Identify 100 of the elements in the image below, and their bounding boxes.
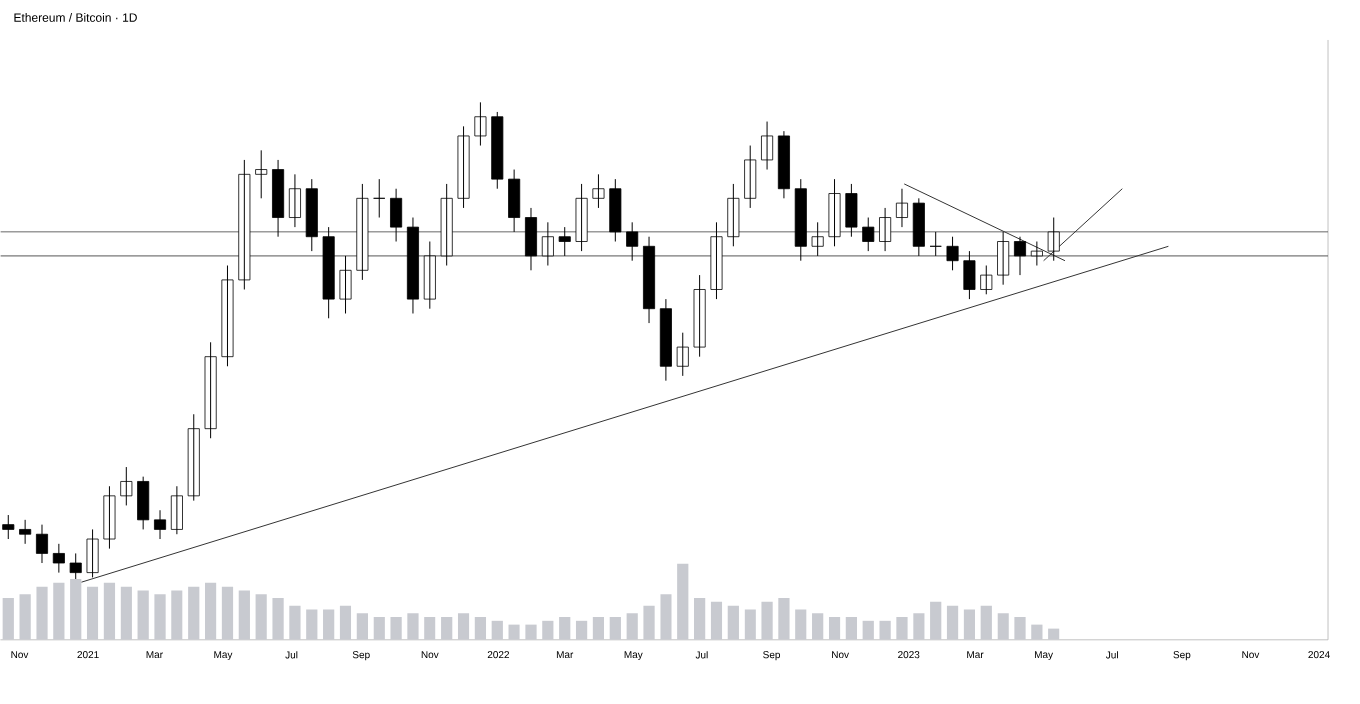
bar (963, 609, 976, 640)
bar (795, 609, 807, 640)
bar (559, 617, 571, 640)
bar (137, 590, 149, 640)
candlestick (474, 101, 487, 147)
candlestick (86, 529, 99, 579)
bar (356, 613, 368, 640)
bar (896, 617, 908, 640)
candlestick (862, 217, 875, 252)
bar (36, 586, 48, 640)
bar (86, 586, 99, 640)
candlestick (491, 111, 504, 190)
bar (980, 605, 992, 640)
bar (879, 620, 891, 640)
candlestick (676, 332, 689, 377)
candlestick (626, 221, 639, 262)
candlestick (322, 226, 335, 319)
candlestick (744, 145, 757, 209)
candlestick (238, 159, 251, 291)
candlestick (693, 274, 706, 358)
bar (390, 617, 402, 640)
bar (441, 617, 453, 640)
bar (289, 605, 301, 640)
bar (2, 598, 14, 640)
candlestick (845, 183, 858, 238)
bar (812, 613, 824, 640)
candlestick (103, 485, 116, 550)
candlestick (912, 197, 925, 257)
bar (828, 617, 841, 640)
bar (946, 605, 959, 640)
bar (339, 605, 352, 640)
candlestick (929, 231, 942, 257)
bar (997, 613, 1009, 640)
candlestick (946, 236, 959, 271)
bar (727, 605, 739, 640)
candlestick (137, 476, 150, 531)
bar (171, 590, 183, 640)
bar (677, 563, 689, 640)
bar (474, 617, 487, 640)
bar (930, 601, 942, 640)
candlestick (609, 178, 622, 243)
candlestick (221, 265, 234, 367)
bar (306, 609, 318, 640)
bar (1031, 624, 1043, 640)
candlestick (710, 221, 723, 300)
candlestick (794, 178, 807, 262)
bar (710, 601, 723, 640)
bar (744, 609, 756, 640)
bar (761, 601, 773, 640)
candlestick (120, 466, 133, 507)
candlestick (828, 178, 841, 247)
candlestick (305, 178, 318, 252)
bar (862, 620, 874, 640)
bar (643, 605, 655, 640)
bar (491, 620, 503, 640)
bar (373, 617, 385, 640)
bar (19, 594, 31, 640)
candlestick (356, 183, 369, 281)
bar (592, 617, 605, 640)
candlestick (2, 514, 15, 540)
candlestick (592, 173, 605, 209)
bar (457, 613, 470, 640)
bar (575, 620, 588, 640)
bar (694, 598, 706, 640)
bar (845, 617, 857, 640)
bar (609, 617, 621, 640)
bar (323, 609, 335, 640)
bar (525, 624, 537, 640)
candlestick (457, 125, 470, 209)
bar (1014, 617, 1026, 640)
candlestick (19, 519, 32, 545)
candlestick (1030, 241, 1043, 267)
bar (626, 613, 638, 640)
bar (188, 586, 200, 640)
bar (272, 598, 284, 640)
bar (407, 613, 419, 640)
candlestick (373, 178, 386, 219)
candlestick (339, 255, 352, 315)
candlestick (204, 341, 217, 439)
candlestick (727, 183, 740, 247)
bar (70, 579, 82, 640)
candlestick (811, 221, 824, 257)
candlestick (575, 183, 588, 252)
candlestick (423, 241, 436, 310)
candlestick (187, 413, 200, 502)
candlestick (255, 149, 268, 199)
bar (120, 586, 132, 640)
bar (103, 582, 116, 640)
bar (238, 590, 250, 640)
bar (154, 594, 166, 640)
candlestick (440, 183, 453, 267)
candlestick (963, 250, 976, 300)
bar (221, 586, 234, 640)
candlestick (558, 226, 571, 257)
bar (424, 617, 436, 640)
bar (542, 620, 554, 640)
bar (660, 594, 672, 640)
bar (53, 582, 65, 640)
bar (778, 598, 790, 640)
candlestick (1047, 217, 1060, 262)
